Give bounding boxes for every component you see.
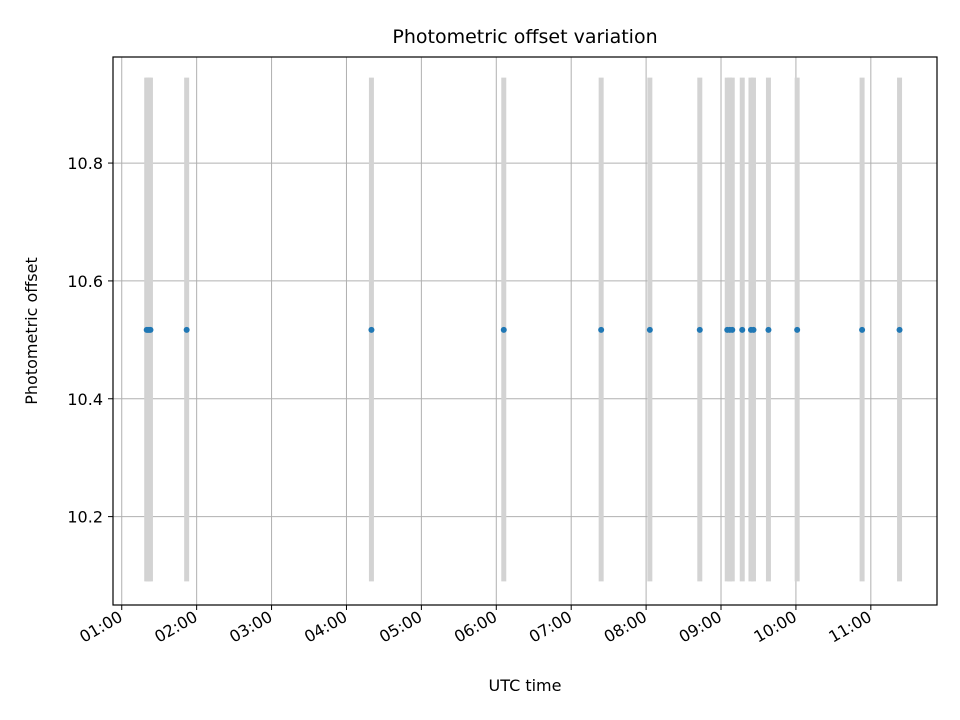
y-tick-label: 10.2 [67,508,103,527]
data-point [794,326,801,333]
data-point [183,326,190,333]
data-point [739,326,746,333]
data-point [859,326,866,333]
y-tick-label: 10.8 [67,154,103,173]
data-point [646,326,653,333]
chart-title: Photometric offset variation [392,26,657,48]
y-axis-ticks: 10.2 10.4 10.6 10.8 [67,154,113,527]
plot-frame [112,56,938,606]
data-point [500,326,507,333]
data-point [598,326,605,333]
y-tick-label: 10.6 [67,272,103,291]
data-point [147,326,154,333]
data-point [729,326,736,333]
data-point [896,326,903,333]
y-axis-label: Photometric offset [22,257,41,405]
y-tick-label: 10.4 [67,390,103,409]
x-axis-label: UTC time [489,676,562,695]
data-point [750,326,757,333]
data-point [696,326,703,333]
data-points [143,326,903,333]
data-point [765,326,772,333]
data-point [368,326,375,333]
